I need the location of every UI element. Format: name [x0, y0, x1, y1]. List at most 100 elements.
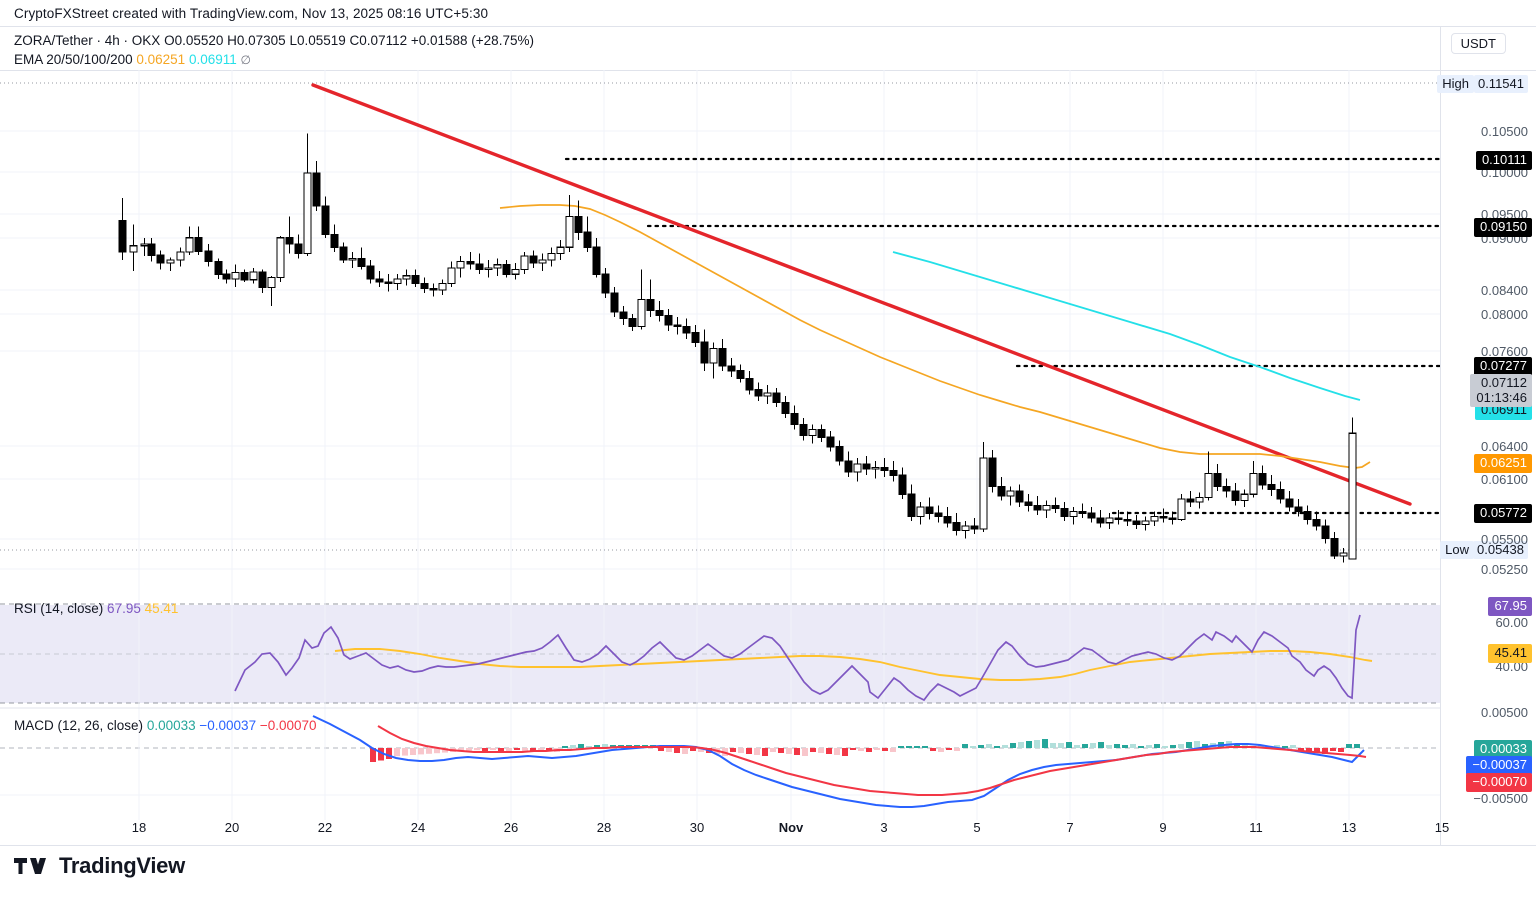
macd-hist-bar-negative [402, 748, 408, 756]
macd-hist-bar-negative [370, 748, 376, 762]
attribution-text: CryptoFXStreet created with TradingView.… [14, 6, 489, 21]
time-axis-label: 18 [131, 820, 147, 835]
macd-title[interactable]: MACD (12, 26, close) [14, 718, 144, 733]
candle-body-bearish [988, 457, 997, 487]
macd-hist-bar-negative [954, 748, 960, 751]
macd-hist-bar-negative [1314, 748, 1320, 753]
legend-ema-title[interactable]: EMA 20/50/100/200 [14, 52, 133, 67]
candle-body-bullish [1150, 515, 1159, 522]
macd-hist-bar-positive [922, 746, 928, 748]
macd-hist-bar-negative [754, 748, 760, 755]
candle-body-bullish [1240, 493, 1249, 502]
macd-hist-bar-negative [794, 748, 800, 755]
macd-hist-bar-negative [882, 748, 888, 751]
time-axis-label: 28 [596, 820, 612, 835]
candle-body-bearish [1159, 515, 1168, 519]
candle-body-bullish [276, 237, 285, 278]
macd-hist-bar-positive [1178, 744, 1184, 748]
candle-body-bearish [1087, 512, 1096, 519]
rsi-tag: 67.95 [1488, 597, 1532, 616]
hidden-series-icon[interactable]: ∅ [240, 53, 251, 67]
candle-body-bullish [565, 215, 574, 248]
candle-body-bearish [943, 515, 952, 524]
macd-hist-bar-positive [986, 744, 992, 748]
candle-body-bullish [249, 271, 258, 281]
rsi-vgrid [138, 598, 1350, 708]
macd-hist-bar-positive [570, 745, 576, 748]
rsi-title[interactable]: RSI (14, close) [14, 601, 104, 616]
candle-body-bearish [736, 370, 745, 380]
candle-body-bullish [484, 267, 493, 271]
price-tag-black: 0.09150 [1474, 218, 1532, 237]
candle-body-bullish [176, 251, 185, 261]
price-grid-label: 0.05500 [1481, 532, 1528, 547]
candle-body-bearish [1294, 506, 1303, 513]
candle-body-bearish [258, 271, 267, 289]
macd-hist-bar-negative [890, 748, 896, 752]
price-grid-label: 0.06100 [1481, 472, 1528, 487]
macd-hist-bar-negative [730, 748, 736, 752]
legend-close: C0.07112 [349, 33, 408, 48]
price-tag-orange: 0.06251 [1474, 454, 1532, 473]
price-tag-black: 0.07277 [1474, 357, 1532, 376]
macd-hist-bar-negative [514, 748, 520, 750]
macd-signal-value: −0.00070 [259, 718, 317, 733]
macd-scale-label: −0.00500 [1473, 791, 1528, 806]
macd-line-value: −0.00037 [199, 718, 257, 733]
macd-hist-bar-negative [506, 748, 512, 752]
macd-hist-bar-positive [1066, 742, 1072, 748]
macd-hist-bar-positive [1186, 742, 1192, 748]
candle-body-bearish [420, 283, 429, 289]
candle-body-bearish [411, 275, 420, 285]
chart-canvas[interactable] [0, 70, 1440, 845]
candle-body-bullish [447, 267, 456, 285]
macd-hist-bar-negative [378, 748, 384, 761]
candle-body-bearish [1267, 484, 1276, 491]
tradingview-wordmark: TradingView [59, 853, 185, 878]
candle-body-bearish [619, 311, 628, 320]
candle-body-bearish [835, 446, 844, 462]
rsi-ma-line [334, 648, 1373, 681]
candle-body-bullish [1141, 520, 1150, 525]
rsi-ma-value: 45.41 [144, 601, 179, 616]
price-grid [0, 130, 1440, 570]
candle-body-bullish [511, 268, 520, 275]
macd-hist-bar-negative [410, 748, 416, 755]
macd-hist-bar-positive [1018, 742, 1024, 748]
macd-hist-bar-positive [914, 746, 920, 748]
candle-body-bullish [1042, 504, 1051, 511]
legend-symbol[interactable]: ZORA/Tether · 4h · OKX [14, 33, 161, 48]
candle-body-bearish [1276, 488, 1285, 500]
price-scale[interactable]: High 0.11541 Low 0.05438 0.10500 0.10000 0… [1437, 0, 1536, 845]
macd-hist-bar-negative [658, 748, 664, 751]
price-grid-label: 0.05250 [1481, 562, 1528, 577]
time-axis-label: Nov [778, 820, 804, 835]
macd-hist-bar-negative [770, 748, 776, 752]
macd-hist-bar-negative [666, 748, 672, 752]
macd-hist-bar-negative [1306, 748, 1312, 752]
candle-body-bullish [1105, 517, 1114, 524]
macd-hist-bar-negative [826, 748, 832, 754]
tradingview-brand: TradingView [14, 853, 185, 879]
price-grid-label: 0.07600 [1481, 344, 1528, 359]
macd-hist-bar-negative [418, 748, 424, 755]
candle-body-bearish [664, 314, 673, 326]
header-divider-bottom [0, 70, 1536, 71]
candle-body-bullish [393, 278, 402, 285]
macd-hist-bar-negative [778, 748, 784, 753]
macd-hist-bar-negative [698, 748, 704, 752]
candle-body-bearish [718, 348, 727, 367]
candle-body-bearish [592, 246, 601, 275]
macd-hist-bar-negative [426, 748, 432, 754]
macd-hist-bar-positive [1290, 745, 1296, 748]
candle-body-bullish [1204, 473, 1213, 498]
legend-open: O0.05520 [164, 33, 224, 48]
macd-hist-bar-negative [850, 748, 856, 750]
macd-signal-line [377, 725, 1367, 796]
macd-hist-bar-positive [578, 744, 584, 748]
high-marker-label: High [1437, 75, 1474, 93]
currency-badge[interactable]: USDT [1450, 33, 1506, 54]
macd-hist-bar-negative [386, 748, 392, 759]
macd-hist-bar-positive [1010, 743, 1016, 748]
macd-tag: −0.00037 [1466, 756, 1532, 775]
